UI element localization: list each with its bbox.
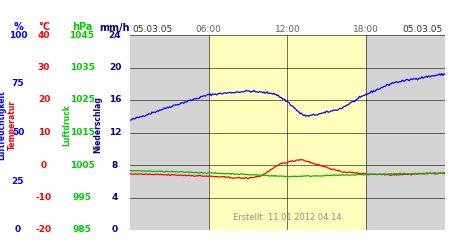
Text: 0: 0: [112, 226, 118, 234]
Text: %: %: [13, 22, 23, 32]
Bar: [209, 35, 366, 230]
Text: 12: 12: [109, 128, 121, 137]
Text: 75: 75: [12, 79, 24, 88]
Text: 1015: 1015: [70, 128, 94, 137]
Text: 05.03.05: 05.03.05: [402, 25, 443, 34]
Text: Niederschlag: Niederschlag: [94, 96, 103, 154]
Text: 20: 20: [109, 63, 121, 72]
Text: -10: -10: [36, 193, 52, 202]
Text: Luftdruck: Luftdruck: [62, 104, 71, 146]
Text: 30: 30: [38, 63, 50, 72]
Text: °C: °C: [38, 22, 50, 32]
Text: hPa: hPa: [72, 22, 92, 32]
Text: 10: 10: [38, 128, 50, 137]
Text: 0: 0: [41, 160, 47, 170]
Text: 8: 8: [112, 160, 118, 170]
Text: 985: 985: [72, 226, 91, 234]
Text: 100: 100: [9, 30, 27, 40]
Text: 995: 995: [72, 193, 91, 202]
Text: 1035: 1035: [70, 63, 94, 72]
Text: 25: 25: [12, 177, 24, 186]
Text: 18:00: 18:00: [353, 25, 379, 34]
Text: 0: 0: [15, 226, 21, 234]
Text: 50: 50: [12, 128, 24, 137]
Text: 1025: 1025: [70, 96, 94, 104]
Text: 06:00: 06:00: [196, 25, 222, 34]
Text: mm/h: mm/h: [100, 22, 130, 32]
Text: Luftfeuchtigkeit: Luftfeuchtigkeit: [0, 90, 6, 160]
Text: 40: 40: [38, 30, 50, 40]
Text: 1005: 1005: [70, 160, 94, 170]
Text: 1045: 1045: [69, 30, 94, 40]
Text: 24: 24: [109, 30, 122, 40]
Text: 20: 20: [38, 96, 50, 104]
Text: 4: 4: [112, 193, 118, 202]
Text: 12:00: 12:00: [274, 25, 301, 34]
Text: 16: 16: [109, 96, 121, 104]
Text: Erstellt: 11.01.2012 04:14: Erstellt: 11.01.2012 04:14: [233, 213, 342, 222]
Text: Temperatur: Temperatur: [8, 100, 17, 150]
Text: 05.03.05: 05.03.05: [132, 25, 172, 34]
Text: -20: -20: [36, 226, 52, 234]
